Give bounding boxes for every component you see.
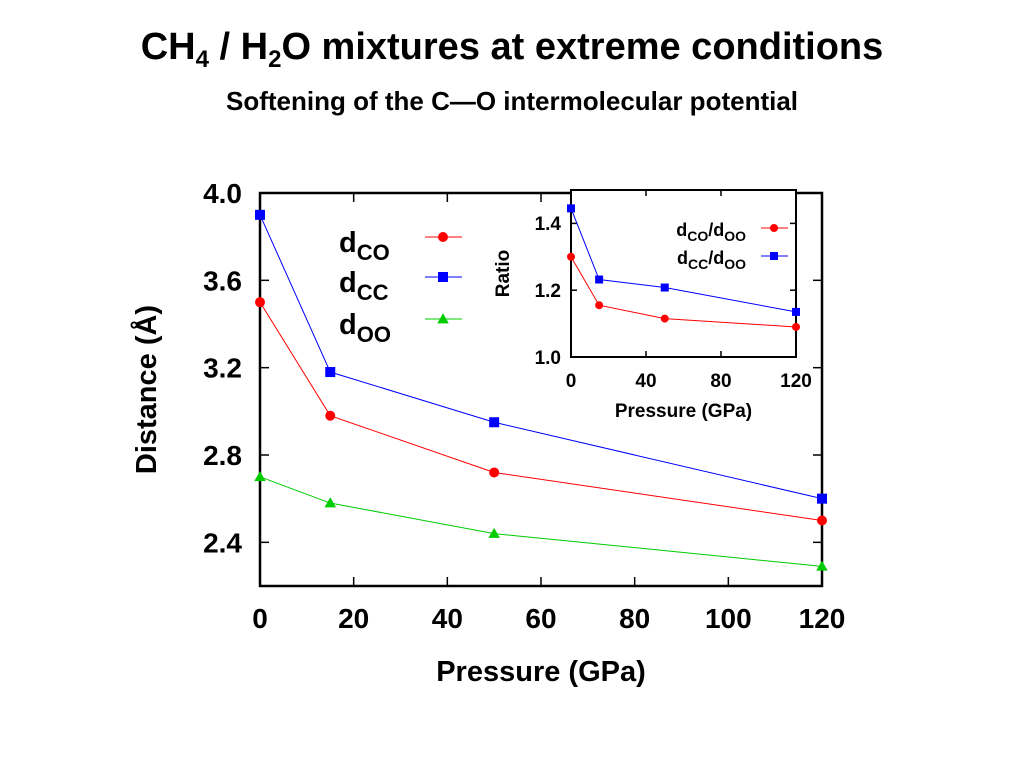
main-x-tick-label: 20 <box>338 603 369 634</box>
inset-y-tick-label: 1.4 <box>535 214 562 235</box>
main-series-line <box>259 476 823 567</box>
inset-legend-label-part: CO <box>687 228 708 244</box>
main-data-point <box>324 497 336 508</box>
slide-subtitle: Softening of the C—O intermolecular pote… <box>225 86 799 116</box>
inset-legend-label-part: OO <box>724 256 746 272</box>
main-data-point <box>489 417 500 428</box>
inset-legend-label-part: /d <box>708 220 724 240</box>
main-x-axis-title: Pressure (GPa) <box>436 656 646 688</box>
legend-label-subscript: CC <box>357 280 389 305</box>
main-x-tick-label: 80 <box>619 603 650 634</box>
main-x-tick-label: 100 <box>705 603 752 634</box>
main-data-point <box>255 297 265 308</box>
inset-legend-label-part: d <box>677 248 688 268</box>
inset-y-tick-label: 1.0 <box>535 348 561 369</box>
inset-series-line <box>570 256 797 328</box>
inset-legend-label-part: d <box>676 220 687 240</box>
main-data-point <box>817 515 827 526</box>
inset-data-point <box>792 307 800 316</box>
inset-data-point <box>567 252 575 261</box>
main-x-tick-label: 120 <box>799 603 846 634</box>
main-data-point <box>488 527 500 538</box>
main-series-line <box>259 301 823 521</box>
legend-label-main: d <box>339 227 357 259</box>
inset-data-point <box>660 314 669 323</box>
inset-x-tick-label: 120 <box>780 371 812 392</box>
inset-series-line <box>570 208 797 313</box>
inset-data-point <box>595 275 604 284</box>
main-series-line <box>259 214 823 500</box>
main-y-axis-title: Distance (Å) <box>130 305 163 474</box>
main-data-point <box>817 493 827 504</box>
inset-plot-frame <box>570 189 797 358</box>
main-y-tick-label: 3.6 <box>203 265 242 296</box>
inset-legend-marker <box>770 224 778 232</box>
inset-x-tick-label: 80 <box>710 371 731 392</box>
main-data-point <box>816 560 828 571</box>
main-legend-marker <box>437 313 449 324</box>
main-legend-label: dOO <box>339 309 391 347</box>
main-x-tick-label: 60 <box>525 603 556 634</box>
inset-y-axis-title: Ratio <box>493 250 514 298</box>
main-y-tick-label: 2.8 <box>203 440 242 471</box>
main-legend-label: dCO <box>339 227 390 265</box>
legend-label-main: d <box>339 267 357 299</box>
inset-plot-group: 0 40 80 120 1.0 1.2 1.4 Pressure (GPa) Ratio <box>493 189 812 422</box>
main-data-point <box>489 467 500 478</box>
inset-x-axis-title: Pressure (GPa) <box>615 401 752 422</box>
inset-x-tick-label: 40 <box>635 371 656 392</box>
main-y-tick-label: 3.2 <box>203 353 242 384</box>
main-legend-marker <box>438 232 448 242</box>
slide-title: CH4 / H2O mixtures at extreme conditions <box>0 26 1024 72</box>
main-plot-group: 0 20 40 60 80 100 120 2.4 2.8 3.2 3.6 4.0 Pressure (… <box>130 178 845 688</box>
inset-data-point <box>660 283 669 292</box>
inset-x-tick-label: 0 <box>566 371 577 392</box>
inset-legend-label-part: CC <box>688 256 708 272</box>
main-x-tick-label: 40 <box>432 603 463 634</box>
legend-label-subscript: CO <box>357 240 390 265</box>
inset-background <box>571 190 796 357</box>
main-plot-frame <box>258 191 824 588</box>
main-x-tick-label: 0 <box>252 603 268 634</box>
inset-data-point <box>595 301 604 310</box>
title-subscript: 2 <box>268 46 282 73</box>
inset-legend-label-part: OO <box>724 228 746 244</box>
inset-legend-marker <box>770 252 778 260</box>
main-legend-marker <box>438 272 448 282</box>
inset-data-point <box>567 204 575 213</box>
main-data-point <box>325 367 336 378</box>
legend-label-main: d <box>339 309 357 341</box>
inset-data-point <box>792 322 800 331</box>
inset-y-tick-label: 1.2 <box>535 281 561 302</box>
main-data-point <box>325 410 336 421</box>
main-legend-label: dCC <box>339 267 389 305</box>
inset-legend-label: dCC/dOO <box>677 248 746 272</box>
main-y-tick-label: 4.0 <box>203 178 242 209</box>
legend-label-subscript: OO <box>357 322 391 347</box>
main-data-point <box>254 471 266 482</box>
main-data-point <box>255 209 265 220</box>
title-subscript: 4 <box>195 46 209 73</box>
title-part: CH <box>140 26 196 68</box>
title-part: / H <box>208 26 269 68</box>
inset-legend-label: dCO/dOO <box>676 220 746 244</box>
main-y-tick-label: 2.4 <box>203 527 242 558</box>
title-part: O mixtures at extreme conditions <box>281 26 884 68</box>
inset-legend-label-part: /d <box>708 248 724 268</box>
